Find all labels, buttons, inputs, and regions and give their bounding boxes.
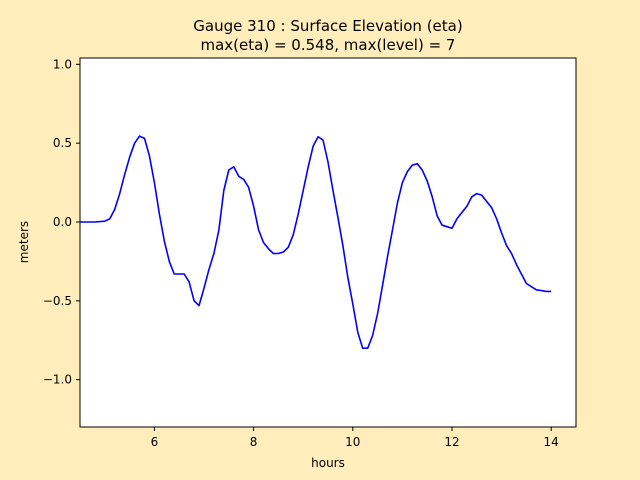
x-tick-label: 8 — [250, 435, 258, 449]
y-axis-label: meters — [17, 221, 31, 263]
x-axis-ticks: 6 8 10 12 14 — [151, 427, 559, 449]
x-tick-label: 12 — [444, 435, 459, 449]
y-tick-label: −1.0 — [43, 373, 72, 387]
y-axis-ticks: −1.0 −0.5 0.0 0.5 1.0 — [43, 57, 80, 387]
series-line-0 — [80, 135, 552, 350]
x-tick-label: 6 — [151, 435, 159, 449]
chart-title-line2: max(eta) = 0.548, max(level) = 7 — [201, 36, 456, 54]
y-tick-label: 1.0 — [53, 57, 72, 71]
x-tick-label: 10 — [345, 435, 360, 449]
y-tick-label: 0.5 — [53, 136, 72, 150]
y-tick-label: 0.0 — [53, 215, 72, 229]
x-tick-label: 14 — [544, 435, 559, 449]
y-tick-label: −0.5 — [43, 294, 72, 308]
plot-area — [80, 58, 576, 427]
plot-frame — [79, 57, 577, 428]
x-axis-label: hours — [311, 456, 345, 470]
series-layer — [80, 135, 552, 350]
chart-title-line1: Gauge 310 : Surface Elevation (eta) — [193, 17, 462, 35]
